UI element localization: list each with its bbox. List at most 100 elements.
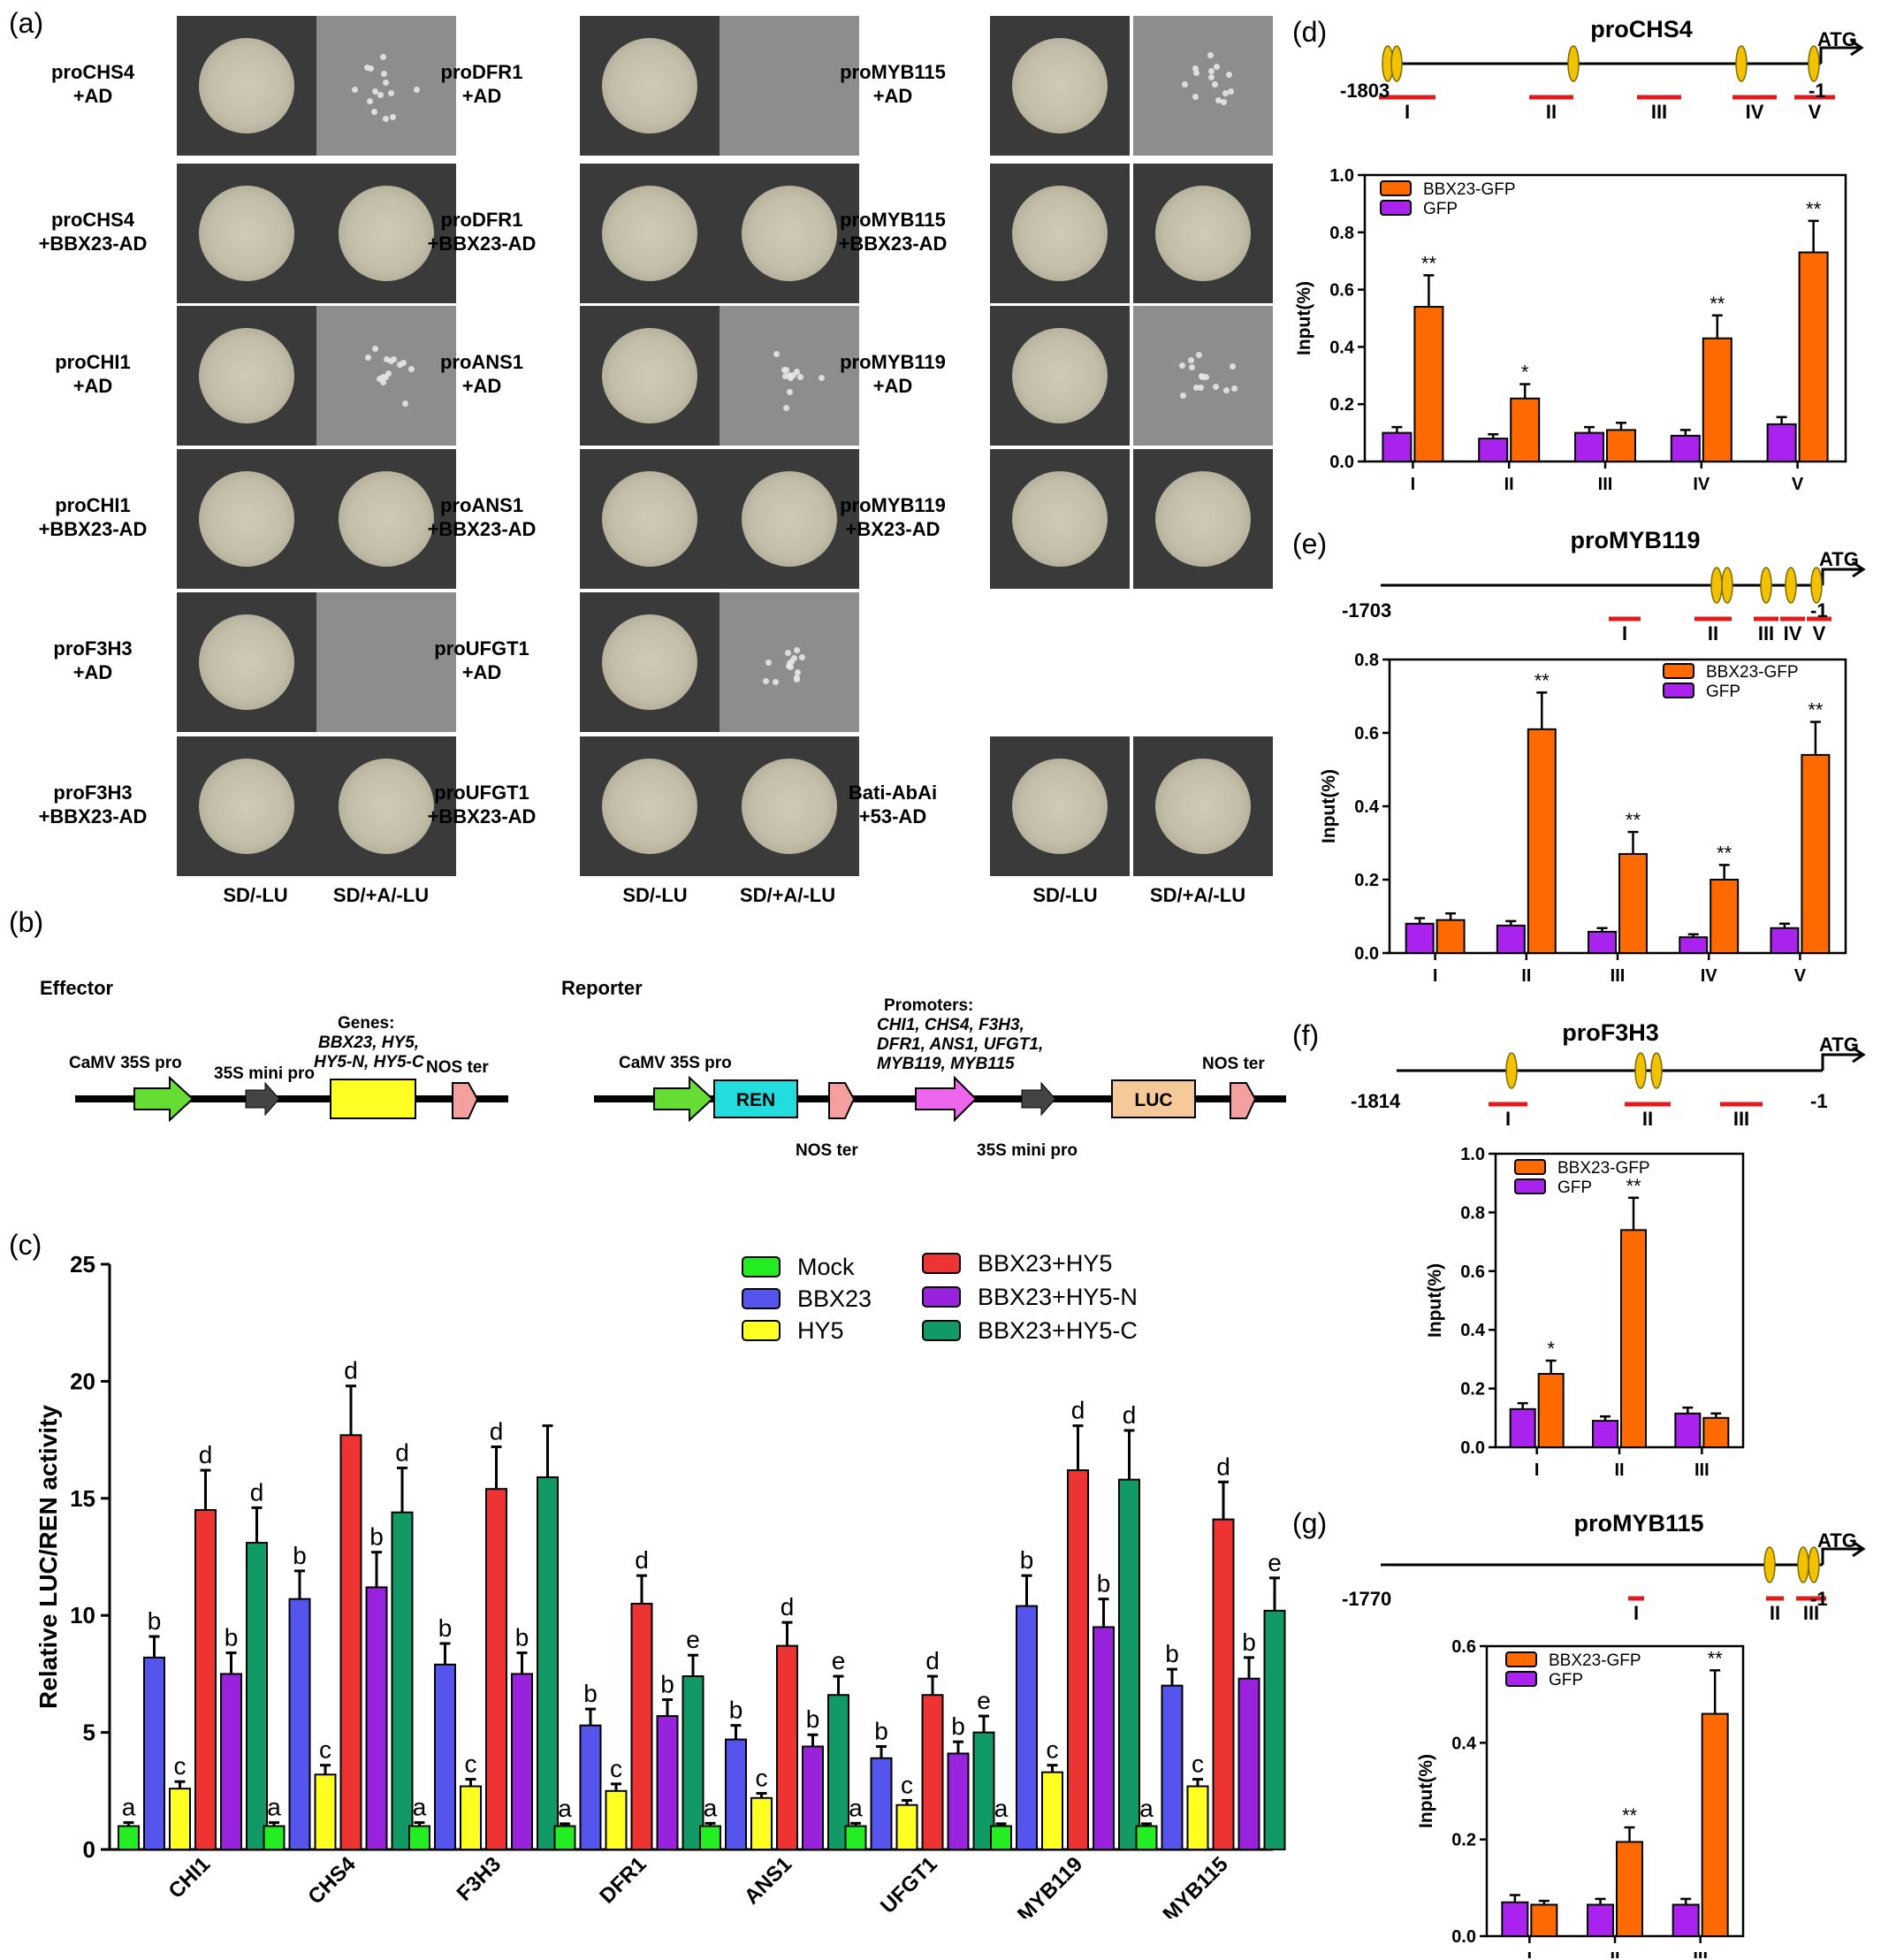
bar [1186, 1785, 1209, 1851]
yeast-microcolony [1228, 88, 1235, 95]
bar [1672, 1903, 1700, 1938]
reporter-nos-terminator-2 [1230, 1082, 1257, 1119]
significance-letter: e [832, 1647, 846, 1674]
reporter-nos-terminator-1 [828, 1082, 856, 1119]
legend-swatch [1514, 1159, 1546, 1175]
yeast-colony [602, 186, 697, 281]
yeast-row-label: proMYB119 +BX23-AD [840, 494, 946, 540]
bar [263, 1825, 286, 1851]
x-tick-label: IV [1693, 475, 1710, 494]
y-axis-label: Input(%) [1294, 281, 1314, 355]
yeast-colony [339, 186, 434, 281]
bar [314, 1773, 337, 1850]
legend-label: BBX23-GFP [1706, 663, 1799, 682]
plot-frame [1494, 1152, 1745, 1449]
bar [1702, 337, 1732, 462]
yeast-microcolony [388, 358, 395, 365]
amplicon-label: III [1651, 101, 1667, 123]
bar [776, 1644, 798, 1850]
bar [725, 1738, 747, 1851]
bar [1620, 1229, 1647, 1448]
significance-letter: c [1047, 1736, 1059, 1764]
y-tick-label: 0.0 [1460, 1438, 1485, 1458]
tss-arrowhead [1852, 1046, 1866, 1064]
y-tick-label: 20 [70, 1368, 95, 1394]
x-tick-label: II [1504, 475, 1514, 494]
amplicon-label: II [1546, 101, 1557, 123]
bar [1574, 431, 1604, 463]
promoter-end-label: -1 [1809, 80, 1826, 102]
legend-swatch [1663, 683, 1694, 698]
bar [1766, 423, 1797, 463]
amplicon-label: IV [1784, 622, 1802, 644]
yeast-colony [742, 759, 837, 854]
promoter-start-label: -1814 [1351, 1090, 1401, 1112]
yeast-row-label: proANS1 +AD [439, 351, 524, 397]
y-tick-label: 0.6 [1451, 1637, 1476, 1657]
bar [990, 1825, 1012, 1851]
bar [1679, 936, 1709, 954]
yeast-plate-sd-lu [580, 736, 720, 876]
yeast-microcolony [1207, 52, 1215, 59]
yeast-plate-sd-a-lu [1133, 306, 1273, 446]
binding-site-ellipse [1505, 1052, 1518, 1089]
bar [1616, 1841, 1643, 1937]
yeast-microcolony [796, 373, 803, 380]
y-tick-label: 0.0 [1354, 944, 1379, 964]
yeast-microcolony [1211, 80, 1218, 88]
yeast-microcolony [1226, 72, 1233, 79]
amplicon-label: III [1758, 622, 1774, 644]
bar [537, 1476, 559, 1850]
significance-marker: * [1547, 1338, 1555, 1360]
yeast-microcolony [1207, 73, 1215, 80]
promoter-start-label: -1703 [1342, 599, 1391, 622]
yeast-colony [199, 328, 294, 423]
x-tick-label: II [1521, 966, 1531, 986]
y-tick-label: 0.4 [1329, 338, 1355, 357]
significance-letter: b [874, 1717, 888, 1744]
legend-label: BBX23-GFP [1557, 1159, 1650, 1178]
x-tick-label: UFGT1 [876, 1852, 942, 1918]
panel-letter-b: (b) [9, 906, 44, 938]
bar [246, 1542, 268, 1850]
significance-letter: d [781, 1593, 795, 1621]
media-label-left-2: SD/-LU [622, 884, 688, 906]
bar [1702, 1416, 1730, 1448]
yeast-microcolony [383, 80, 390, 87]
significance-letter: b [1020, 1546, 1034, 1574]
yeast-plate-sd-a-lu [720, 736, 859, 876]
bar [118, 1825, 140, 1851]
significance-marker: ** [1534, 669, 1550, 691]
yeast-plate-sd-a-lu [316, 164, 456, 303]
bar [1588, 930, 1618, 954]
yeast-plate-sd-a-lu [1133, 164, 1273, 303]
x-tick-label: CHI1 [164, 1852, 215, 1903]
yeast-microcolony [1195, 351, 1202, 358]
atg-label: ATG [1817, 1529, 1857, 1552]
bar [656, 1715, 679, 1851]
yeast-microcolony [352, 86, 359, 93]
yeast-colony [602, 614, 697, 710]
promoter-end-label: -1 [1810, 599, 1828, 622]
bar [1606, 429, 1636, 462]
significance-letter: d [1123, 1401, 1137, 1429]
yeast-microcolony [400, 360, 407, 367]
yeast-microcolony [1222, 386, 1230, 393]
yeast-microcolony [1230, 385, 1238, 392]
bar [1530, 1903, 1558, 1938]
promoter-title: proMYB115 [1573, 1510, 1703, 1537]
yeast-microcolony [377, 375, 384, 382]
significance-letter: a [122, 1794, 136, 1821]
bar [1701, 1712, 1729, 1937]
y-tick-label: 0.6 [1354, 724, 1379, 744]
ren-label: REN [736, 1090, 775, 1110]
genes-line-2: HY5-N, HY5-C [314, 1053, 424, 1072]
bar [1592, 1420, 1618, 1448]
yeast-colony [1012, 759, 1108, 854]
tss-arrowhead [1852, 561, 1866, 578]
yeast-colony [602, 759, 697, 854]
x-tick-label: V [1794, 966, 1807, 986]
yeast-microcolony [1222, 89, 1229, 96]
